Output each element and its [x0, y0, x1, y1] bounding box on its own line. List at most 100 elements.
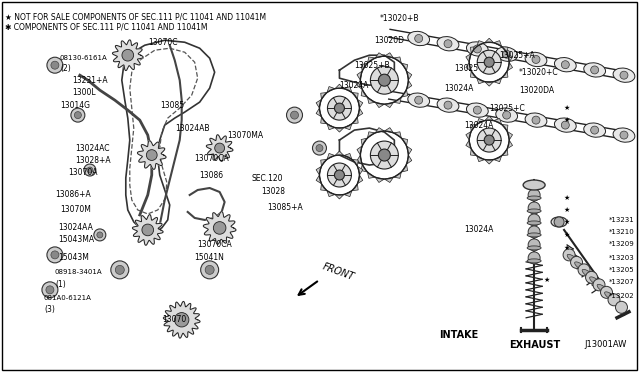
- Circle shape: [591, 126, 598, 134]
- Text: 13086+A: 13086+A: [55, 190, 91, 199]
- Polygon shape: [335, 151, 344, 155]
- Circle shape: [586, 271, 598, 283]
- Circle shape: [608, 294, 620, 306]
- Text: 13070CA: 13070CA: [198, 240, 232, 249]
- Polygon shape: [394, 57, 401, 63]
- Polygon shape: [352, 93, 358, 99]
- Polygon shape: [493, 156, 502, 162]
- Circle shape: [616, 301, 627, 313]
- Circle shape: [593, 279, 605, 291]
- Circle shape: [415, 96, 422, 104]
- Text: (1): (1): [55, 280, 66, 289]
- Text: 13070C: 13070C: [148, 38, 177, 47]
- Ellipse shape: [408, 31, 429, 46]
- Polygon shape: [484, 116, 493, 121]
- Polygon shape: [316, 108, 321, 117]
- Circle shape: [444, 40, 452, 48]
- Polygon shape: [357, 80, 362, 89]
- Polygon shape: [206, 135, 233, 161]
- Polygon shape: [394, 172, 401, 178]
- Polygon shape: [361, 138, 367, 146]
- Circle shape: [378, 149, 390, 161]
- Ellipse shape: [613, 128, 635, 142]
- Ellipse shape: [408, 93, 429, 107]
- Polygon shape: [493, 119, 502, 125]
- Circle shape: [46, 286, 54, 294]
- Text: 13025+A: 13025+A: [499, 51, 535, 60]
- Circle shape: [474, 45, 481, 53]
- Circle shape: [532, 55, 540, 64]
- Circle shape: [528, 226, 540, 238]
- Text: *13231: *13231: [609, 217, 635, 223]
- Circle shape: [42, 282, 58, 298]
- Circle shape: [477, 50, 501, 74]
- Circle shape: [328, 96, 351, 120]
- Polygon shape: [493, 78, 502, 84]
- Polygon shape: [327, 190, 335, 197]
- Polygon shape: [401, 164, 408, 172]
- Text: 08130-6161A: 08130-6161A: [60, 55, 108, 61]
- Text: *13020+B: *13020+B: [380, 14, 419, 23]
- Polygon shape: [357, 146, 362, 155]
- Circle shape: [371, 66, 398, 94]
- Text: 13024A: 13024A: [444, 84, 474, 93]
- Text: 13086: 13086: [200, 170, 224, 180]
- Text: 13024A: 13024A: [464, 121, 493, 129]
- Circle shape: [312, 141, 326, 155]
- Text: 13024AC: 13024AC: [75, 144, 109, 153]
- Circle shape: [142, 224, 154, 236]
- Text: FRONT: FRONT: [321, 262, 356, 282]
- Circle shape: [600, 286, 612, 298]
- Circle shape: [554, 217, 564, 227]
- Ellipse shape: [527, 259, 541, 263]
- Circle shape: [591, 66, 598, 74]
- Circle shape: [122, 49, 134, 61]
- Polygon shape: [477, 119, 484, 125]
- Text: ✱ COMPONENTS OF SEC.111 P/C 11041 AND 11041M: ✱ COMPONENTS OF SEC.111 P/C 11041 AND 11…: [5, 22, 207, 31]
- Circle shape: [378, 74, 390, 86]
- Ellipse shape: [567, 254, 579, 263]
- Polygon shape: [385, 128, 394, 133]
- Circle shape: [578, 264, 590, 276]
- Polygon shape: [507, 54, 513, 62]
- Circle shape: [71, 108, 85, 122]
- Polygon shape: [466, 140, 471, 149]
- Polygon shape: [484, 82, 493, 86]
- Text: ★ NOT FOR SALE COMPONENTS OF SEC.111 P/C 11041 AND 11041M: ★ NOT FOR SALE COMPONENTS OF SEC.111 P/C…: [5, 12, 266, 21]
- Ellipse shape: [554, 118, 576, 132]
- Ellipse shape: [527, 233, 541, 237]
- Circle shape: [502, 50, 511, 58]
- Text: *13210: *13210: [609, 229, 635, 235]
- Text: 13020DA: 13020DA: [519, 86, 554, 94]
- Text: 13014G: 13014G: [60, 101, 90, 110]
- Polygon shape: [335, 84, 344, 89]
- Ellipse shape: [584, 123, 605, 137]
- Polygon shape: [113, 40, 143, 71]
- Polygon shape: [357, 166, 363, 175]
- Text: SEC.120: SEC.120: [252, 173, 283, 183]
- Polygon shape: [327, 124, 335, 130]
- Text: 13024A: 13024A: [339, 81, 369, 90]
- Ellipse shape: [437, 98, 459, 112]
- Text: 13070M: 13070M: [60, 205, 91, 215]
- Text: 13020D: 13020D: [374, 36, 404, 45]
- Polygon shape: [466, 54, 471, 62]
- Polygon shape: [335, 128, 344, 132]
- Polygon shape: [502, 71, 508, 78]
- Text: 13070A: 13070A: [68, 167, 97, 177]
- Circle shape: [291, 111, 298, 119]
- Circle shape: [115, 265, 124, 275]
- Ellipse shape: [437, 36, 459, 51]
- Ellipse shape: [527, 196, 541, 200]
- Text: ★: ★: [564, 207, 570, 213]
- Circle shape: [175, 312, 189, 327]
- Ellipse shape: [523, 180, 545, 190]
- Ellipse shape: [525, 52, 547, 67]
- Text: ★: ★: [564, 232, 570, 238]
- Polygon shape: [502, 149, 508, 156]
- Text: *13020+C: *13020+C: [519, 68, 559, 77]
- Circle shape: [335, 170, 344, 180]
- Polygon shape: [367, 57, 375, 63]
- Text: 1300L: 1300L: [72, 88, 95, 97]
- Polygon shape: [406, 80, 412, 89]
